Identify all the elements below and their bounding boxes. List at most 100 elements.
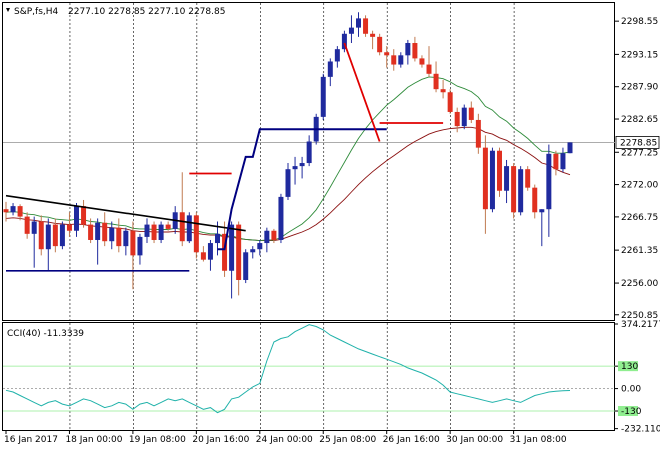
price-tick-label: 2250.85 — [621, 311, 658, 321]
candle-body — [306, 141, 312, 164]
candle-body — [454, 111, 460, 127]
candle — [384, 46, 390, 68]
candle-body — [377, 36, 383, 53]
candle — [81, 199, 87, 228]
candle-body — [511, 166, 517, 213]
candle-body — [532, 187, 538, 213]
candle-body — [546, 153, 552, 210]
candle — [433, 61, 439, 93]
candle-body — [440, 89, 446, 93]
current-price-box — [615, 136, 660, 149]
time-tick-label: 25 Jan 08:00 — [319, 435, 376, 445]
candle-body — [348, 27, 354, 34]
candle-body — [356, 18, 361, 28]
symbol-header: S&P,fs,H4 2277.10 2278.85 2277.10 2278.8… — [6, 7, 225, 17]
candle — [271, 228, 277, 244]
candle — [88, 218, 94, 244]
candle-body — [257, 243, 263, 250]
cci-level-badge — [618, 361, 638, 372]
candle-body — [151, 224, 157, 240]
candle-body — [144, 224, 150, 237]
time-tick-label: 31 Jan 08:00 — [510, 435, 567, 445]
candle-body — [45, 224, 51, 250]
candle — [560, 147, 566, 173]
candle-body — [264, 230, 270, 244]
candle-body — [10, 206, 16, 213]
candle — [539, 209, 545, 247]
cci-level-lines — [3, 365, 615, 412]
candle-body — [215, 233, 220, 244]
candle — [292, 156, 298, 185]
price-tick-label: 2277.25 — [621, 148, 658, 158]
candle — [3, 201, 9, 222]
price-tick-label: 2293.15 — [621, 50, 658, 60]
candle — [229, 221, 235, 299]
candle-body — [17, 206, 23, 217]
candle-body — [327, 61, 333, 77]
candle-body — [525, 169, 531, 188]
candle-body — [243, 252, 249, 280]
candle-body — [130, 230, 136, 256]
candle-body — [59, 224, 65, 247]
price-tick-label: 2256.00 — [621, 279, 658, 289]
candle-body — [229, 224, 235, 271]
candle-body — [285, 169, 291, 197]
candle — [165, 221, 171, 231]
candle-body — [461, 107, 467, 127]
candle-body — [137, 236, 143, 256]
candle — [200, 246, 206, 262]
axis-labels: 2298.55 2293.15 2287.90 2282.65 2277.25 2272.… — [4, 17, 660, 445]
ohlc-label: 2277.10 2278.85 2277.10 2278.85 — [68, 7, 225, 17]
candle — [186, 212, 192, 244]
candle — [334, 46, 340, 68]
candle-body — [52, 224, 58, 247]
candle — [518, 166, 524, 216]
candle-body — [468, 107, 474, 120]
candle-body — [158, 224, 164, 240]
candle — [525, 166, 531, 191]
candle-body — [567, 142, 573, 154]
symbol-label: S&P,fs,H4 — [14, 7, 59, 17]
candle-body — [95, 222, 101, 240]
candle — [412, 36, 418, 62]
candle-body — [116, 227, 122, 247]
candle — [363, 15, 369, 37]
cci-label: CCI(40) -11.3339 — [7, 329, 84, 339]
candle — [348, 15, 354, 44]
candle — [497, 147, 502, 197]
candle — [419, 55, 425, 68]
candle-body — [102, 222, 108, 242]
candle — [45, 218, 51, 271]
candle — [74, 203, 79, 237]
candle — [250, 246, 256, 259]
candle-body — [271, 230, 277, 240]
time-tick-label: 16 Jan 2017 — [4, 435, 58, 445]
candle-body — [560, 153, 566, 170]
price-tick-label: 2272.00 — [621, 181, 658, 191]
candle-body — [426, 64, 432, 74]
candle-body — [24, 216, 30, 234]
price-tick-label: 2261.35 — [621, 246, 658, 256]
candle-body — [81, 206, 87, 225]
time-tick-label: 24 Jan 00:00 — [256, 435, 313, 445]
candle — [116, 218, 122, 253]
candle-body — [398, 55, 404, 65]
candle — [370, 30, 376, 50]
candle — [207, 239, 213, 271]
candle-body — [482, 147, 488, 210]
candle — [320, 73, 326, 120]
candle-body — [193, 215, 199, 253]
candle — [440, 79, 446, 99]
candle — [130, 221, 136, 290]
time-tick-label: 20 Jan 16:00 — [192, 435, 249, 445]
candle-body — [109, 227, 115, 242]
candle — [398, 52, 404, 68]
candle — [66, 212, 72, 237]
candle-body — [553, 153, 559, 170]
candle — [285, 163, 291, 200]
candle-body — [334, 49, 340, 62]
price-tick-label: 2287.90 — [621, 83, 658, 93]
candle — [356, 12, 361, 37]
candle-body — [74, 206, 79, 231]
